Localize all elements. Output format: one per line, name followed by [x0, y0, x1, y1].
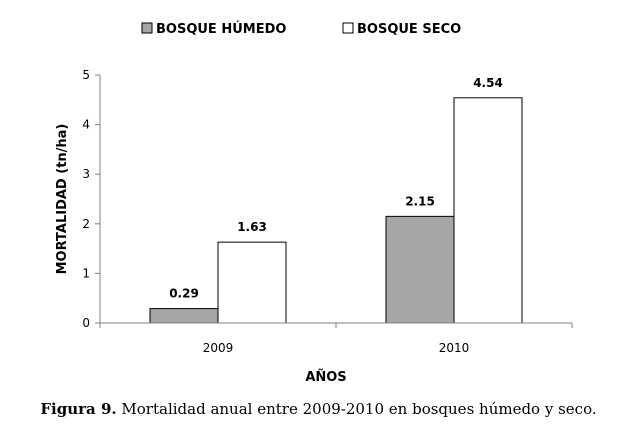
y-tick-label: 5 — [82, 68, 90, 82]
figure-caption: Figura 9. Mortalidad anual entre 2009-20… — [0, 400, 637, 418]
legend-label: BOSQUE SECO — [357, 22, 461, 37]
y-tick-label: 3 — [82, 167, 90, 181]
data-labels: 0.29 2.15 1.63 4.54 — [169, 76, 503, 301]
x-axis-title: AÑOS — [305, 369, 346, 385]
x-axis-ticks: 2009 2010 — [99, 323, 573, 355]
y-tick-label: 0 — [82, 316, 90, 330]
data-label: 2.15 — [405, 194, 435, 208]
x-tick-label: 2009 — [203, 341, 234, 355]
caption-text: Mortalidad anual entre 2009-2010 en bosq… — [116, 400, 597, 418]
y-tick-label: 1 — [82, 266, 90, 280]
data-label: 1.63 — [237, 220, 267, 234]
bar-bosque-humedo — [385, 215, 455, 324]
legend-swatch — [141, 22, 153, 34]
legend-label: BOSQUE HÚMEDO — [156, 21, 286, 37]
caption-label: Figura 9. — [40, 400, 117, 418]
x-tick-label: 2010 — [439, 341, 470, 355]
legend-swatch — [342, 22, 354, 34]
data-label: 4.54 — [473, 76, 503, 90]
data-label: 0.29 — [169, 287, 199, 301]
y-tick-label: 4 — [82, 118, 90, 132]
y-axis-ticks: 0 1 2 3 4 5 — [82, 68, 100, 330]
y-tick-label: 2 — [82, 217, 90, 231]
bars — [149, 97, 523, 324]
bar-bosque-humedo — [149, 308, 219, 324]
bar-bosque-seco — [217, 241, 287, 324]
legend: BOSQUE HÚMEDO BOSQUE SECO — [141, 21, 461, 37]
bar-bosque-seco — [453, 97, 523, 324]
y-axis-title: MORTALIDAD (tn/ha) — [55, 124, 70, 275]
